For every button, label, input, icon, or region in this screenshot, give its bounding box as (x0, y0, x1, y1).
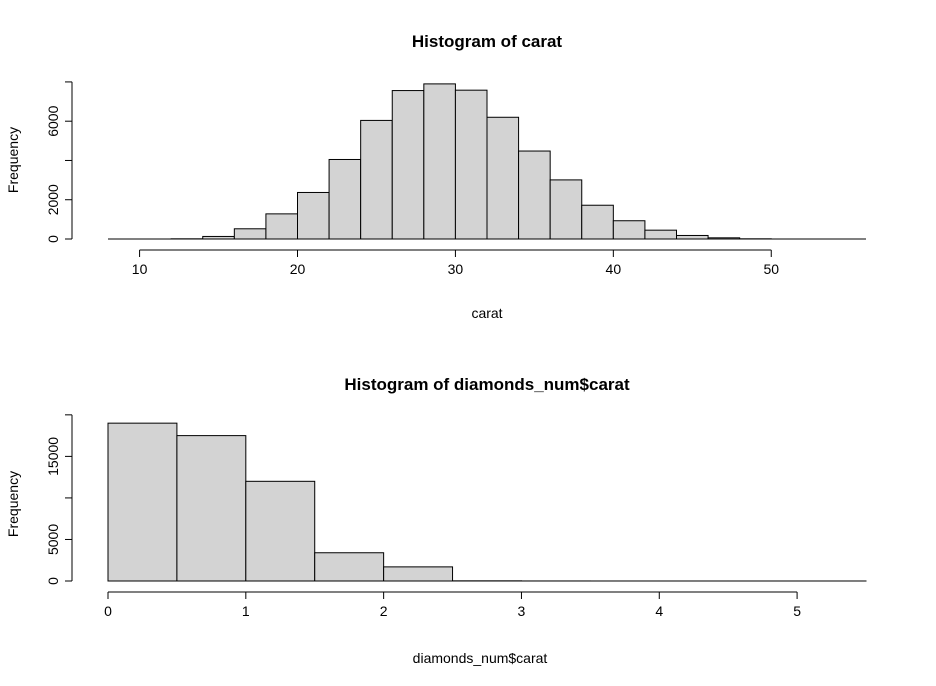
x-axis-label: diamonds_num$carat (413, 650, 548, 666)
y-tick-label: 0 (45, 577, 61, 585)
histogram-bar (518, 150, 551, 240)
chart-title: Histogram of carat (412, 32, 563, 51)
histogram-bar (423, 83, 456, 240)
x-tick-label: 50 (763, 261, 779, 277)
histogram-bar (328, 158, 362, 240)
x-tick-label: 20 (290, 261, 306, 277)
histogram-bar (486, 116, 520, 240)
x-tick-label: 40 (606, 261, 622, 277)
histogram-bar (360, 119, 393, 240)
y-tick-label: 6000 (45, 105, 61, 136)
histogram-bar (383, 566, 454, 582)
x-tick-label: 5 (793, 603, 801, 619)
x-tick-label: 0 (104, 603, 112, 619)
y-tick-label: 2000 (45, 184, 61, 215)
chart-title: Histogram of diamonds_num$carat (344, 375, 630, 394)
histogram-bar (549, 179, 583, 240)
histogram-bar (297, 191, 330, 240)
histogram-bar (233, 228, 267, 240)
histogram-bar (454, 89, 488, 240)
x-tick-label: 10 (132, 261, 148, 277)
x-axis-label: carat (471, 305, 502, 321)
y-axis-label: Frequency (5, 471, 21, 537)
histogram-bar (314, 552, 385, 582)
y-tick-label: 15000 (45, 437, 61, 476)
histogram-bar (612, 220, 646, 240)
histogram-carat-panel: Histogram of carat carat Frequency 10 20 3… (5, 32, 866, 321)
histogram-bar (245, 480, 316, 582)
x-tick-label: 1 (242, 603, 250, 619)
histogram-bar (644, 229, 678, 240)
histogram-bar (265, 213, 298, 240)
y-axis-label: Frequency (5, 127, 21, 193)
histogram-bar (176, 435, 247, 582)
x-tick-label: 30 (448, 261, 464, 277)
x-tick-label: 4 (655, 603, 663, 619)
histogram-bar (676, 234, 709, 240)
histogram-diamonds-carat-panel: Histogram of diamonds_num$carat diamonds… (5, 375, 867, 666)
y-tick-label: 0 (45, 235, 61, 243)
histogram-bar (581, 204, 614, 240)
histogram-bar (391, 90, 425, 240)
x-tick-label: 2 (380, 603, 388, 619)
x-tick-label: 3 (518, 603, 526, 619)
histogram-bar (107, 422, 178, 582)
y-tick-label: 5000 (45, 524, 61, 555)
